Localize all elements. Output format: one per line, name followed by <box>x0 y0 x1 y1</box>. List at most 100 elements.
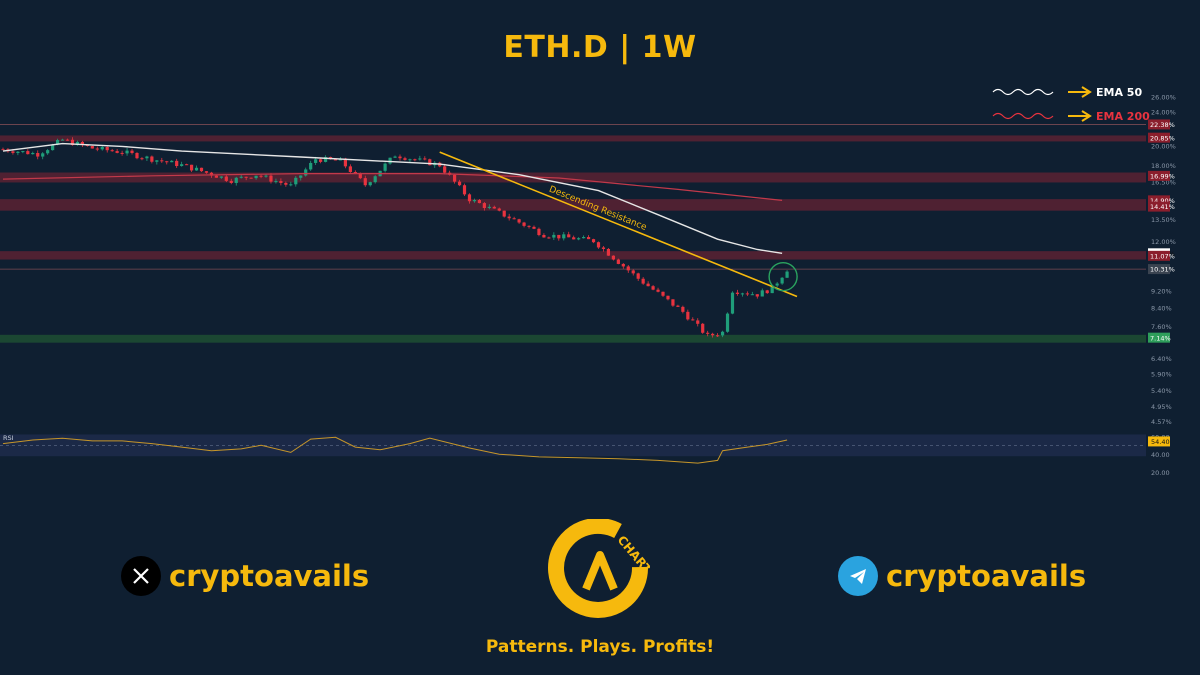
candle-body <box>348 166 352 172</box>
candle-body <box>105 146 109 151</box>
candle-body <box>457 181 462 186</box>
candle-body <box>11 151 15 153</box>
price-label-text: 16.99% <box>1150 172 1175 180</box>
ema50-line <box>2 142 783 254</box>
telegram-handle: cryptoavails <box>886 559 1087 593</box>
axis-tick-label: 9.20% <box>1151 287 1172 295</box>
candle-body <box>591 239 596 243</box>
candle-body <box>641 278 645 284</box>
candle-body <box>353 171 357 173</box>
price-axis: 26.00% 24.00% 20.00% 18.00% 16.50% 13.50% 12.0… <box>1148 93 1176 426</box>
candle-body <box>611 255 615 260</box>
axis-tick-label: 5.90% <box>1151 370 1172 378</box>
tagline: Patterns. Plays. Profits! <box>485 637 715 657</box>
candle-body <box>234 177 238 183</box>
candle-body <box>577 238 581 240</box>
resistance-zone <box>0 135 1146 142</box>
axis-tick-label: 4.57% <box>1151 418 1172 426</box>
candle-body <box>259 175 263 177</box>
candle-body <box>706 332 710 334</box>
ema200-line <box>2 173 783 201</box>
candle-body <box>319 159 323 162</box>
candle-body <box>80 141 84 145</box>
rsi-current-badge <box>1148 436 1170 447</box>
candle-body <box>368 182 372 186</box>
axis-tick-label: 16.50% <box>1151 178 1176 186</box>
candle-body <box>760 290 764 297</box>
candle-body <box>716 335 720 337</box>
candle-body <box>269 175 273 182</box>
candle-body <box>711 333 715 336</box>
candle-body <box>110 150 114 152</box>
candle-body <box>562 234 566 239</box>
candle-body <box>582 237 586 239</box>
candle-body <box>487 206 491 208</box>
price-label-badge <box>1148 195 1170 206</box>
price-label-badge <box>1148 332 1170 343</box>
candle-body <box>383 163 387 171</box>
candle-body <box>398 156 402 159</box>
x-handle-link[interactable]: cryptoavails <box>121 556 369 596</box>
candle-body <box>567 234 571 238</box>
candle-body <box>482 203 486 208</box>
axis-tick-label: 6.40% <box>1151 355 1172 363</box>
candle-body <box>477 200 481 204</box>
candle-body <box>730 292 735 314</box>
legend: EMA 50 EMA 200 <box>992 86 1150 123</box>
rsi-panel-label: RSI <box>3 434 14 442</box>
candle-body <box>160 160 164 162</box>
price-label-text: 22.38% <box>1150 121 1175 129</box>
telegram-icon <box>838 556 878 596</box>
candle-body <box>314 159 318 163</box>
axis-tick-label: 8.40% <box>1151 304 1172 312</box>
axis-tick-label: 7.60% <box>1151 323 1172 331</box>
arrow-icon <box>1081 86 1092 98</box>
candle-body <box>423 158 427 160</box>
candle-body <box>373 176 377 183</box>
telegram-handle-link[interactable]: cryptoavails <box>838 556 1086 596</box>
resistance-zone <box>0 172 1146 183</box>
price-label-text: 20.85% <box>1150 134 1175 142</box>
candle-body <box>512 218 516 220</box>
candle-body <box>572 237 576 240</box>
candle-body <box>547 237 551 239</box>
candle-body <box>542 234 546 238</box>
candle-body <box>244 176 248 178</box>
candle-body <box>239 176 243 178</box>
candle-body <box>507 216 511 219</box>
candle-body <box>289 184 293 186</box>
candle-body <box>750 294 754 296</box>
candle-body <box>701 323 705 333</box>
price-label-text: 11.07% <box>1150 252 1175 260</box>
price-label-text: 14.41% <box>1150 203 1175 211</box>
candle-body <box>194 167 199 171</box>
candle-body <box>130 150 134 153</box>
candle-body <box>596 242 601 248</box>
candle-body <box>199 167 204 172</box>
arrow-icon <box>1081 110 1092 122</box>
price-label-badge <box>1148 170 1170 181</box>
candle-body <box>418 158 422 160</box>
candle-body <box>358 172 362 179</box>
candle-body <box>224 176 228 181</box>
candle-body <box>254 175 258 179</box>
candle-body <box>274 181 278 183</box>
candle-body <box>527 225 531 227</box>
candle-body <box>606 248 611 256</box>
candle-body <box>90 146 94 149</box>
candle-body <box>51 144 55 151</box>
candle-body <box>185 164 189 166</box>
candle-body <box>343 158 348 167</box>
candle-body <box>656 289 660 292</box>
candle-body <box>452 174 457 182</box>
candle-body <box>586 237 591 240</box>
candle-body <box>755 294 759 297</box>
axis-tick-label: 4.95% <box>1151 403 1172 411</box>
candle-body <box>229 180 233 183</box>
candle-body <box>403 158 407 160</box>
candle-body <box>180 164 184 167</box>
candle-body <box>785 271 789 278</box>
candle-body <box>696 320 700 324</box>
x-logo-icon <box>121 556 161 596</box>
